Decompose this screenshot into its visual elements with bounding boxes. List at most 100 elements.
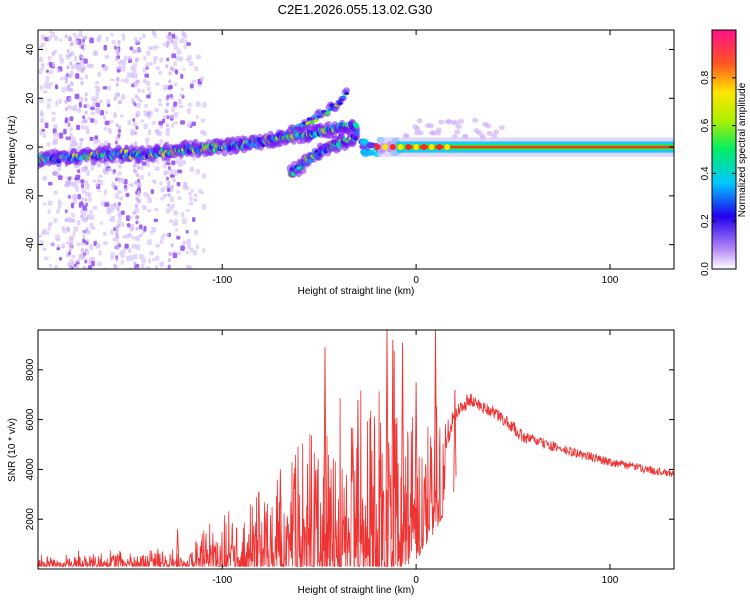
noise-streak-mark xyxy=(133,162,137,167)
noise-mark xyxy=(42,175,47,181)
noise-streak-mark xyxy=(134,180,138,185)
faint-mark xyxy=(453,120,460,126)
noise-mark xyxy=(187,243,191,250)
noise-mark xyxy=(47,181,53,186)
noise-streak-mark xyxy=(84,259,88,264)
noise-streak-mark xyxy=(167,166,171,171)
noise-mark xyxy=(85,128,90,135)
noise-mark xyxy=(46,142,51,147)
noise-mark xyxy=(148,110,153,116)
noise-mark xyxy=(176,181,181,187)
noise-mark xyxy=(47,84,52,89)
noise-mark xyxy=(147,172,151,177)
noise-mark xyxy=(146,50,151,57)
y-tick-label: 40 xyxy=(25,44,36,56)
noise-mark xyxy=(91,96,96,101)
noise-streak-mark xyxy=(167,258,171,263)
noise-mark xyxy=(171,106,176,113)
noise-mark xyxy=(89,136,94,142)
noise-mark xyxy=(160,188,164,193)
noise-mark xyxy=(141,33,146,39)
noise-mark xyxy=(65,54,71,58)
noise-mark xyxy=(96,178,101,183)
noise-mark xyxy=(103,115,107,121)
noise-mark xyxy=(129,255,134,261)
colorbar-label: Normalized spectral amplitude xyxy=(737,82,748,217)
spectrogram-plot-area xyxy=(38,30,674,269)
noise-mark xyxy=(74,93,80,100)
noise-streak-mark xyxy=(135,79,139,84)
noise-mark xyxy=(40,42,46,47)
y-tick-label: 4000 xyxy=(25,458,36,481)
noise-mark xyxy=(78,101,82,108)
noise-mark xyxy=(147,129,152,136)
noise-streak-mark xyxy=(113,45,117,50)
noise-streak-mark xyxy=(82,265,86,269)
snr-plot-area xyxy=(38,330,674,568)
x-tick-label: -100 xyxy=(212,575,232,586)
noise-streak-mark xyxy=(69,61,73,66)
noise-mark xyxy=(124,78,129,84)
noise-streak-mark xyxy=(113,202,117,207)
noise-mark xyxy=(145,62,149,68)
noise-mark xyxy=(135,244,141,251)
noise-mark xyxy=(47,35,52,41)
noise-mark xyxy=(116,220,122,224)
noise-mark xyxy=(153,180,157,185)
noise-streak-mark xyxy=(170,243,174,248)
snr-spike xyxy=(453,389,457,492)
noise-streak-mark xyxy=(117,68,121,73)
noise-mark xyxy=(194,66,199,72)
noise-mark xyxy=(127,120,132,126)
noise-mark xyxy=(98,250,102,256)
noise-mark xyxy=(187,102,192,107)
noise-mark xyxy=(39,85,44,90)
noise-streak-mark xyxy=(170,66,174,71)
noise-mark xyxy=(39,240,44,246)
secondary-track-halo xyxy=(299,166,307,175)
carrier-blob xyxy=(428,144,435,151)
noise-mark xyxy=(138,36,142,41)
transition-mark xyxy=(366,142,375,149)
noise-mark xyxy=(79,142,83,146)
faint-mark xyxy=(486,130,493,136)
noise-mark xyxy=(185,209,190,213)
noise-streak-mark xyxy=(133,102,137,107)
noise-mark xyxy=(119,114,124,118)
noise-mark xyxy=(132,121,137,127)
y-tick-label: 2000 xyxy=(25,508,36,531)
noise-mark xyxy=(75,165,80,169)
noise-mark xyxy=(147,239,152,246)
noise-streak-mark xyxy=(69,42,73,47)
noise-mark xyxy=(61,226,66,231)
main-track xyxy=(38,118,361,169)
noise-mark xyxy=(75,174,81,180)
noise-mark xyxy=(183,44,187,50)
noise-mark xyxy=(69,126,73,131)
noise-mark xyxy=(178,104,184,109)
noise-mark xyxy=(106,211,112,215)
noise-mark xyxy=(110,252,115,258)
noise-streak-mark xyxy=(80,201,84,206)
noise-mark xyxy=(169,196,174,203)
noise-mark xyxy=(176,190,180,194)
noise-mark xyxy=(98,99,103,104)
noise-mark xyxy=(50,242,54,247)
noise-streak-mark xyxy=(168,71,172,76)
faint-mark xyxy=(444,119,451,125)
noise-mark xyxy=(51,116,56,122)
noise-streak-mark xyxy=(168,79,172,84)
faint-mark xyxy=(428,130,435,136)
noise-mark xyxy=(103,267,107,269)
spectrogram-noise xyxy=(38,30,207,269)
noise-streak-mark xyxy=(134,267,138,269)
noise-mark xyxy=(150,189,154,195)
noise-mark xyxy=(202,247,206,253)
noise-mark xyxy=(130,236,136,240)
noise-mark xyxy=(85,184,90,190)
noise-mark xyxy=(104,202,110,207)
noise-mark xyxy=(181,160,186,165)
noise-mark xyxy=(103,44,107,51)
noise-streak-mark xyxy=(64,218,68,223)
noise-mark xyxy=(98,174,103,178)
